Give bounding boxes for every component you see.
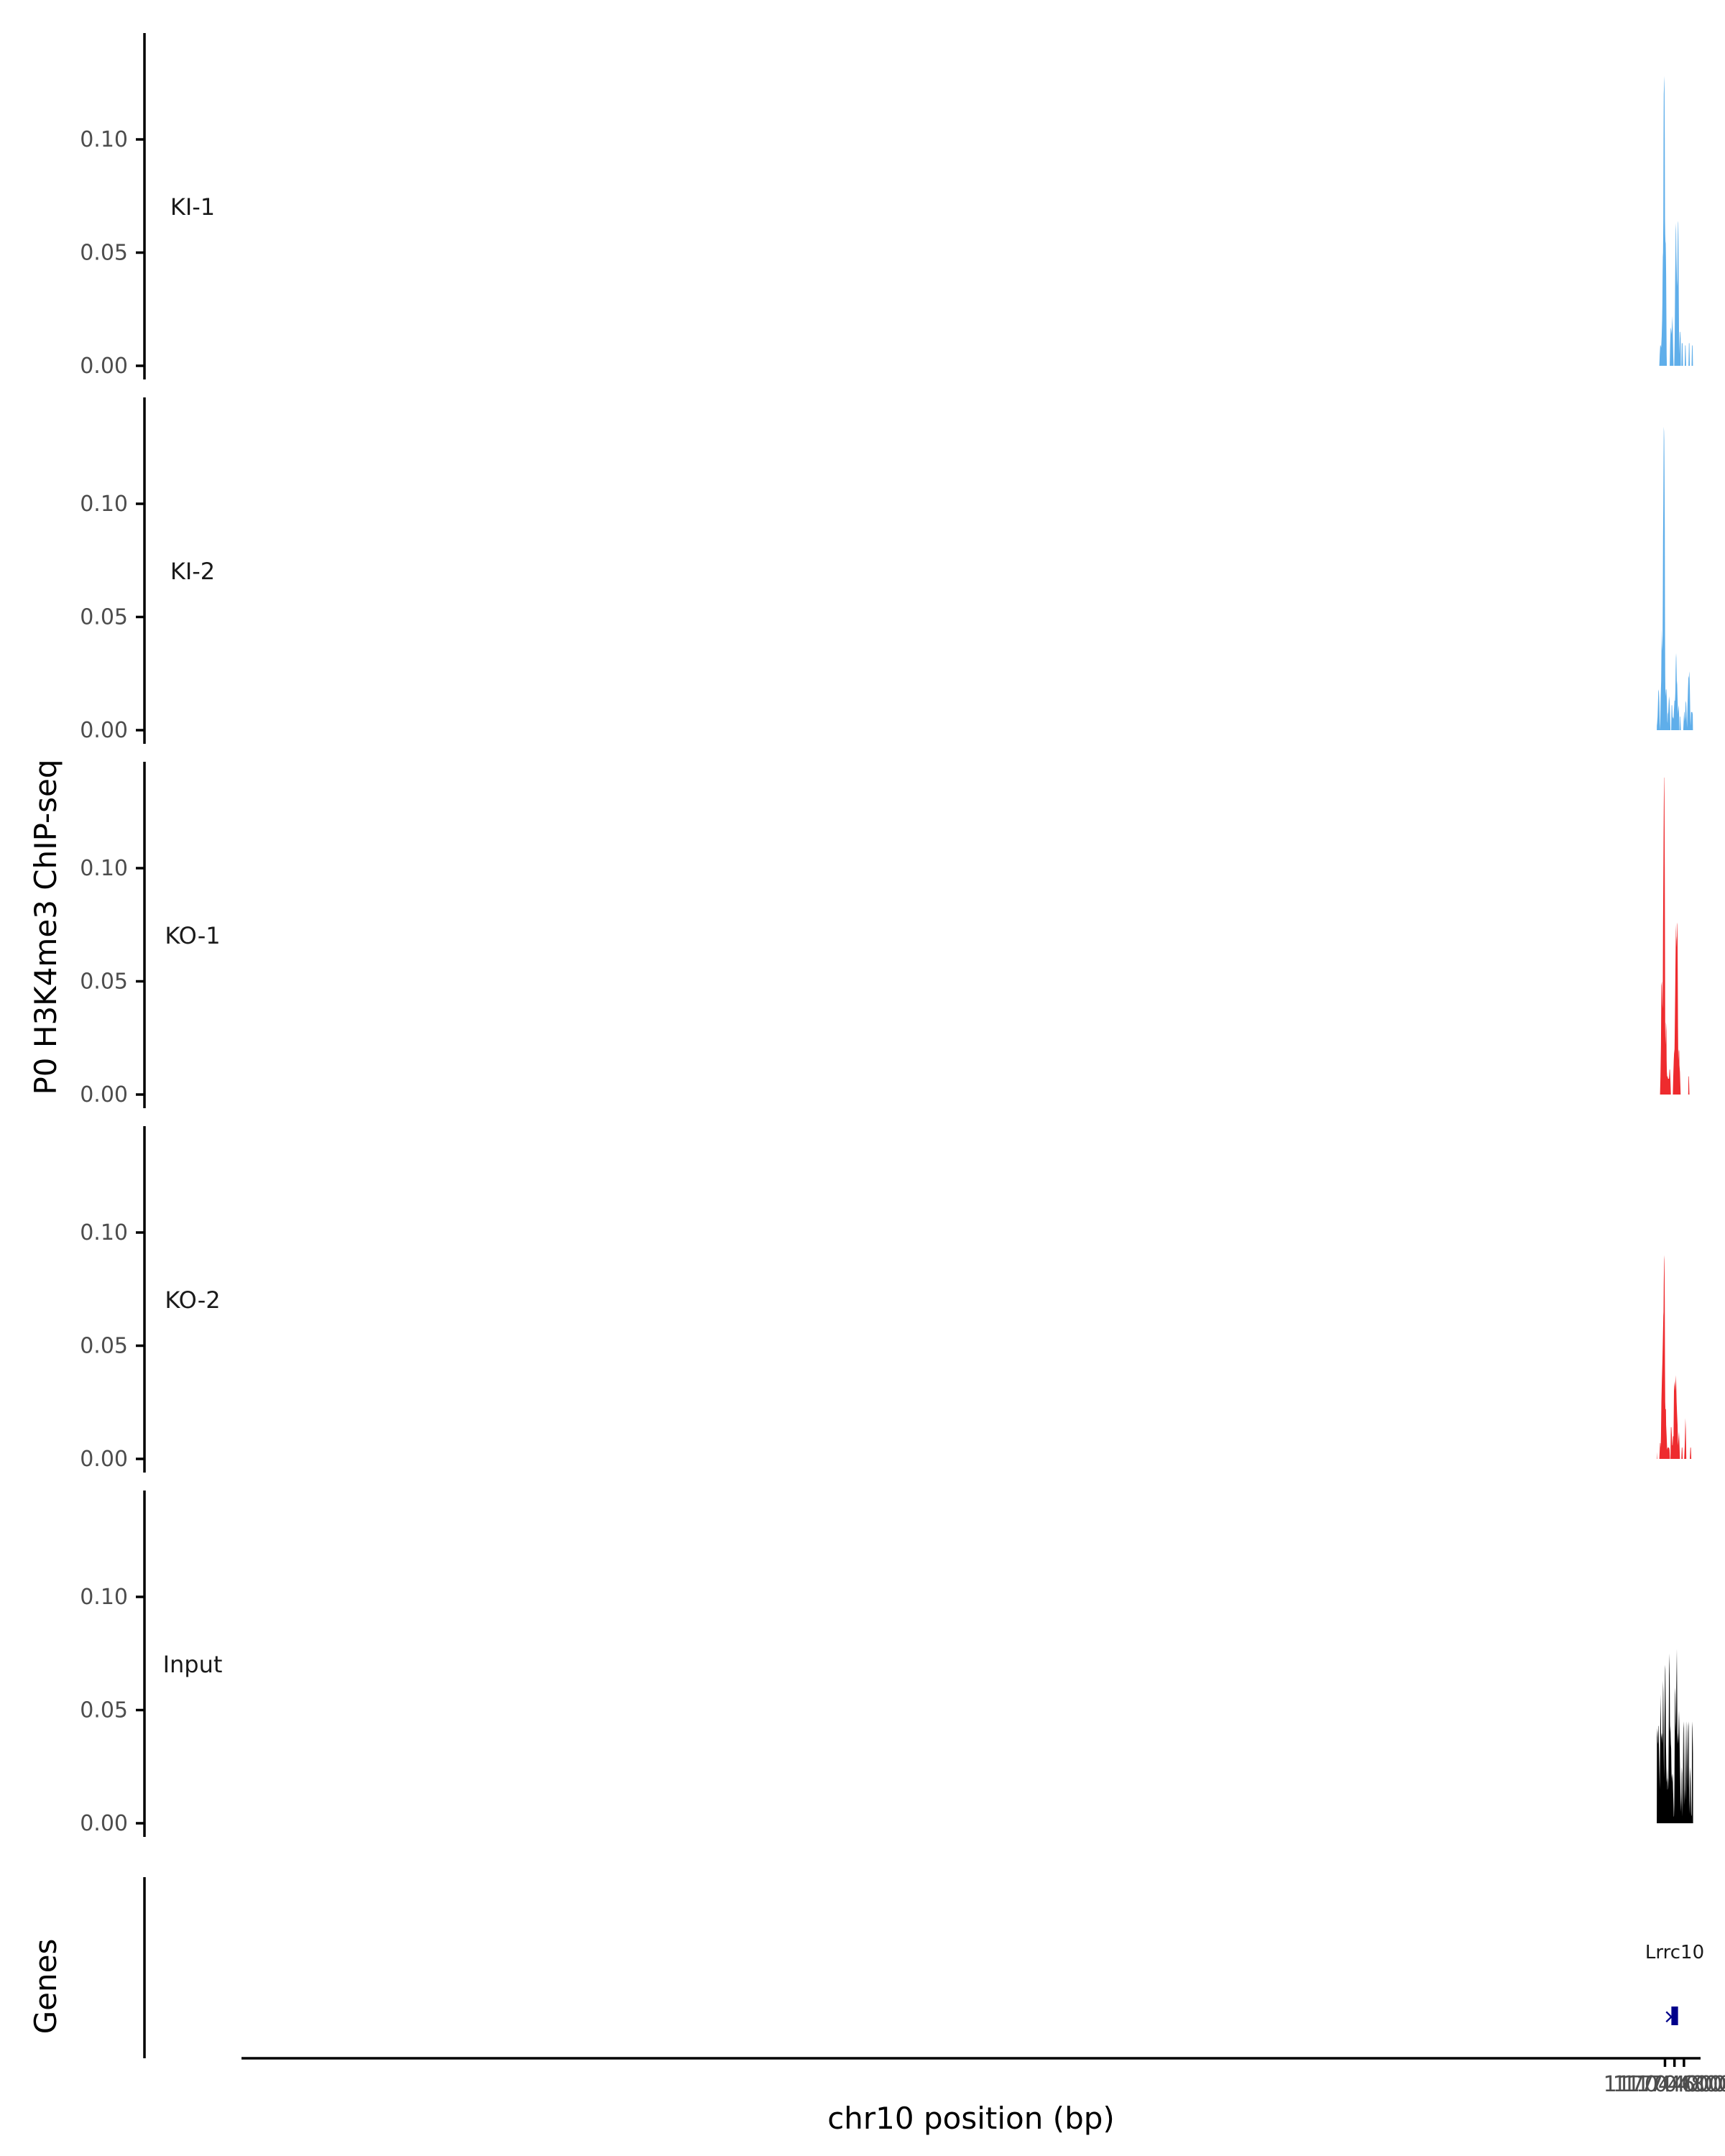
track-panel-ki-1: 0.00 0.05 0.10 KI-1 [80,33,1693,379]
track-panel-ki-2: 0.00 0.05 0.10 KI-2 [80,397,1693,744]
x-tick-label-1: 117046000 [1613,2072,1725,2097]
track-label-ki-1: KI-1 [170,193,215,221]
y-tick-label-ki-1-2: 0.10 [80,127,128,152]
gene-strand-marker: × [1663,2004,1680,2028]
coverage-area-input [1657,1649,1693,1823]
coverage-area-ko-2 [1657,1255,1692,1459]
gene-body-lrrc10 [1671,2007,1678,2025]
track-label-ko-1: KO-1 [165,922,220,949]
x-axis-ticks: 117044000117046000117048000 [1604,2058,1725,2097]
track-label-ko-2: KO-2 [165,1286,220,1314]
y-tick-label-ko-1-1: 0.05 [80,969,128,995]
y-axis-title: P0 H3K4me3 ChIP-seq [28,759,63,1095]
track-panel-input: 0.00 0.05 0.10 Input [80,1491,1693,1837]
y-tick-label-ko-1-2: 0.10 [80,856,128,881]
coverage-tracks: 0.00 0.05 0.10 KI-1 0.00 0.05 0.10 KI-2 0.00 0.05… [80,33,1693,1837]
y-tick-label-ko-1-0: 0.00 [80,1082,128,1107]
x-tick-label-2: 117048000 [1622,2072,1725,2097]
genes-panel: Genes Lrrc10 × [28,1877,1704,2058]
y-tick-label-ki-1-1: 0.05 [80,241,128,266]
y-tick-label-input-2: 0.10 [80,1585,128,1610]
y-tick-label-input-1: 0.05 [80,1698,128,1723]
x-axis-title: chr10 position (bp) [827,2101,1115,2136]
track-panel-ko-1: 0.00 0.05 0.10 KO-1 [80,762,1690,1108]
y-tick-label-ki-2-1: 0.05 [80,605,128,630]
track-panel-ko-2: 0.00 0.05 0.10 KO-2 [80,1126,1692,1473]
y-axis-title-text: P0 H3K4me3 ChIP-seq [28,759,63,1095]
y-tick-label-ko-2-1: 0.05 [80,1334,128,1359]
y-tick-label-ki-1-0: 0.00 [80,354,128,379]
track-label-ki-2: KI-2 [170,558,215,585]
genes-label: Genes [28,1939,63,2035]
y-tick-label-ki-2-0: 0.00 [80,718,128,743]
x-axis: 117044000117046000117048000 chr10 positi… [242,2057,1725,2136]
coverage-area-ki-1 [1659,75,1693,367]
coverage-area-ko-1 [1660,778,1690,1095]
y-tick-label-ki-2-2: 0.10 [80,492,128,517]
y-tick-label-input-0: 0.00 [80,1811,128,1836]
coverage-area-ki-2 [1657,426,1693,730]
y-tick-label-ko-2-0: 0.00 [80,1447,128,1472]
gene-label-lrrc10: Lrrc10 [1645,1942,1704,1963]
x-tick-label-0: 117044000 [1604,2072,1725,2097]
y-tick-label-ko-2-2: 0.10 [80,1220,128,1245]
track-label-input: Input [163,1651,223,1678]
